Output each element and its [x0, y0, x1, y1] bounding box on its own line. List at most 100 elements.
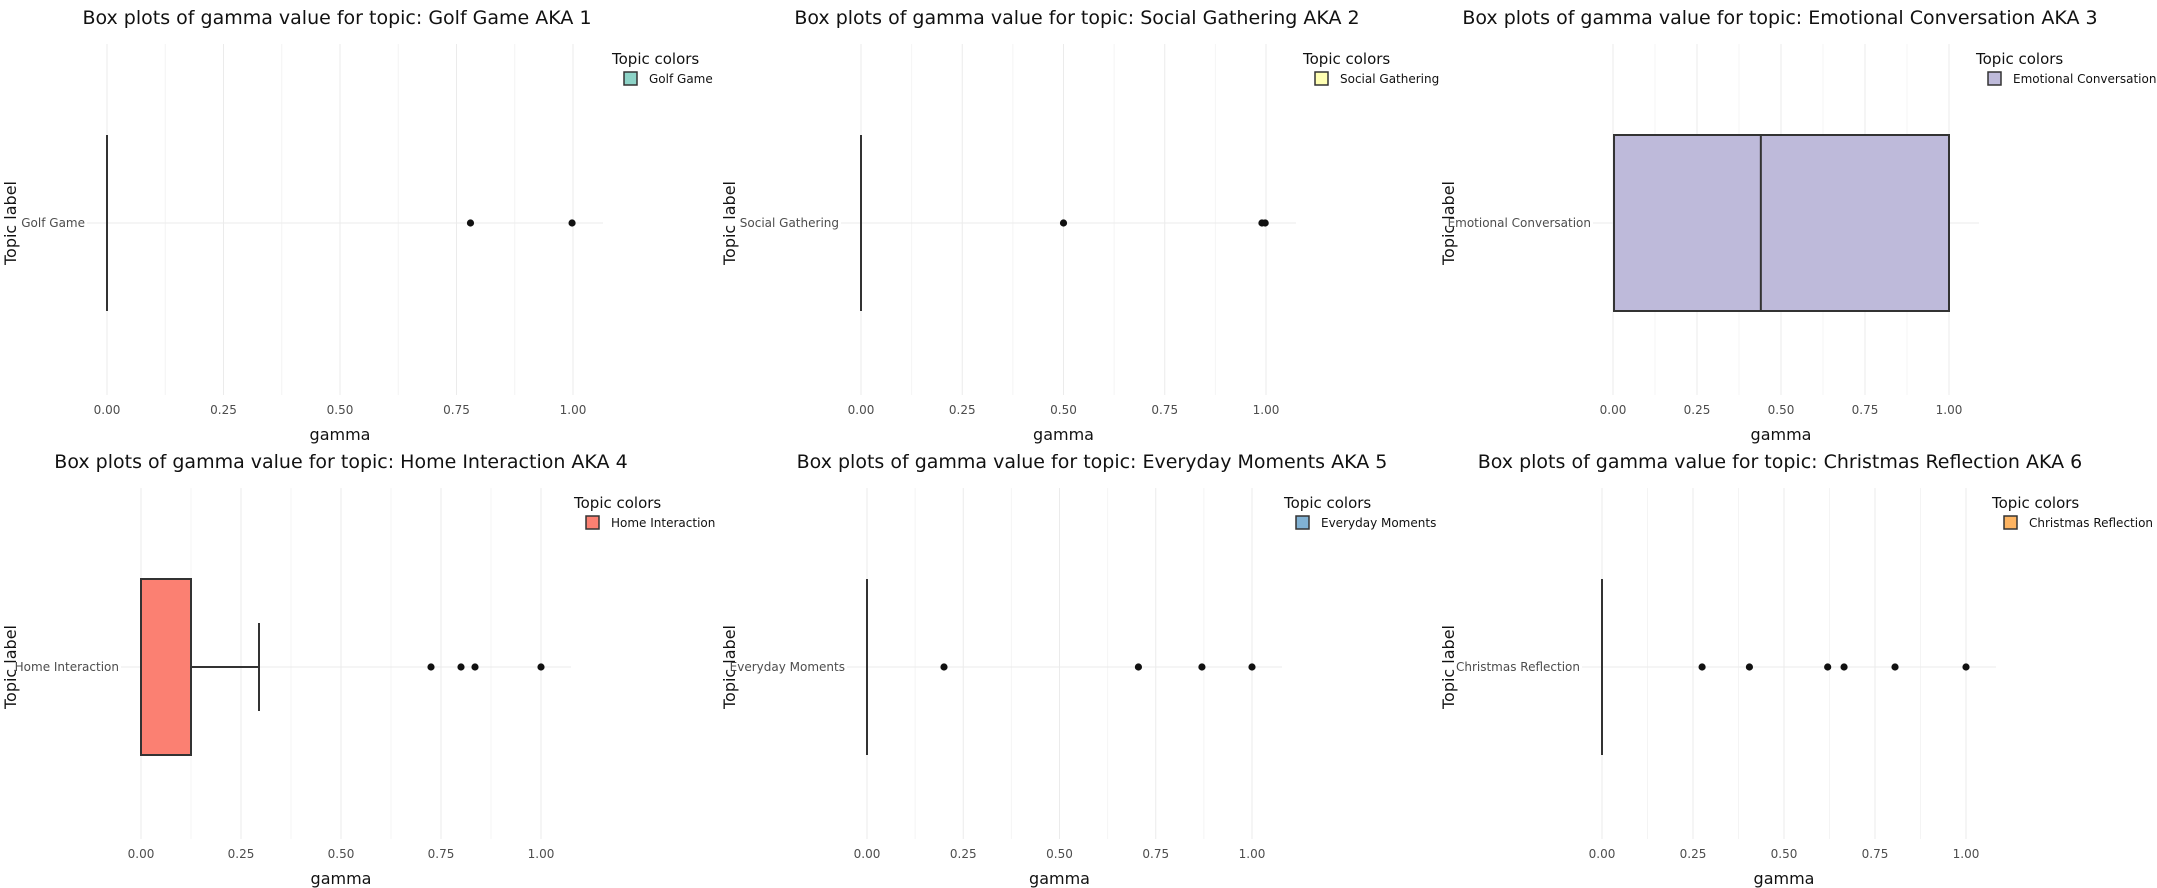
box-plot-panel: Box plots of gamma value for topic: Soci… — [719, 0, 1439, 444]
box-plot-panel: Box plots of gamma value for topic: Emot… — [1438, 0, 2157, 444]
x-axis-title: gamma — [1754, 869, 1815, 888]
chart-title: Box plots of gamma value for topic: Ever… — [797, 451, 1388, 473]
outlier-point — [471, 663, 479, 671]
y-axis-title: Topic label — [720, 625, 739, 710]
outlier-point — [1248, 663, 1256, 671]
outlier-point — [1824, 663, 1832, 671]
outlier-point — [537, 663, 545, 671]
x-tick-label: 0.75 — [1151, 403, 1178, 417]
x-axis-title: gamma — [310, 425, 371, 444]
x-tick-label: 0.00 — [94, 403, 121, 417]
x-tick-label: 0.25 — [228, 847, 255, 861]
outlier-point — [1261, 219, 1269, 227]
outlier-point — [940, 663, 948, 671]
chart-title: Box plots of gamma value for topic: Home… — [54, 451, 627, 473]
legend-title: Topic colors — [1302, 50, 1390, 68]
legend-label: Social Gathering — [1340, 72, 1439, 86]
x-tick-label: 1.00 — [560, 403, 587, 417]
x-tick-label: 0.75 — [428, 847, 455, 861]
y-axis-title: Topic label — [720, 181, 739, 266]
outlier-point — [1198, 663, 1206, 671]
legend-swatch — [1295, 515, 1310, 530]
y-axis-title: Topic label — [1439, 181, 1458, 266]
x-tick-label: 0.00 — [1600, 403, 1627, 417]
legend-swatch — [2003, 515, 2018, 530]
box-plot-svg: Box plots of gamma value for topic: Ever… — [720, 451, 1436, 888]
y-category-label: Social Gathering — [740, 216, 839, 230]
x-axis-title: gamma — [1029, 869, 1090, 888]
outlier-point — [457, 663, 465, 671]
x-tick-label: 0.00 — [854, 847, 881, 861]
chart-title: Box plots of gamma value for topic: Chri… — [1478, 451, 2083, 473]
y-axis-title: Topic label — [1, 625, 20, 710]
x-tick-label: 1.00 — [1253, 403, 1280, 417]
outlier-point — [466, 219, 475, 227]
outlier-point — [1059, 219, 1068, 227]
y-category-label: Golf Game — [21, 216, 85, 230]
box-plot-svg: Box plots of gamma value for topic: Chri… — [1439, 451, 2153, 888]
legend-swatch — [1314, 71, 1329, 86]
legend-label: Golf Game — [649, 72, 713, 86]
legend-swatch — [623, 71, 638, 86]
outlier-point — [1134, 663, 1143, 671]
x-tick-label: 0.75 — [1852, 403, 1879, 417]
outlier-point — [1840, 663, 1848, 671]
x-tick-label: 1.00 — [1953, 847, 1980, 861]
box-plot-panel: Box plots of gamma value for topic: Golf… — [0, 0, 719, 444]
chart-title: Box plots of gamma value for topic: Emot… — [1462, 7, 2097, 29]
legend-title: Topic colors — [573, 494, 661, 512]
legend-title: Topic colors — [1991, 494, 2079, 512]
box-rect — [1613, 134, 1950, 312]
box-plot-panel: Box plots of gamma value for topic: Ever… — [719, 444, 1438, 888]
x-tick-label: 0.25 — [1680, 847, 1707, 861]
legend-title: Topic colors — [611, 50, 699, 68]
x-tick-label: 0.25 — [210, 403, 237, 417]
legend-label: Emotional Conversation — [2013, 72, 2156, 86]
legend-label: Everyday Moments — [1321, 516, 1436, 530]
outlier-point — [427, 663, 435, 671]
y-category-label: Home Interaction — [15, 660, 119, 674]
legend-swatch — [585, 515, 600, 530]
legend-title: Topic colors — [1283, 494, 1371, 512]
x-tick-label: 0.50 — [328, 847, 355, 861]
x-tick-label: 0.75 — [443, 403, 470, 417]
chart-title: Box plots of gamma value for topic: Golf… — [82, 7, 591, 29]
legend-label: Christmas Reflection — [2029, 516, 2153, 530]
outlier-point — [1698, 663, 1706, 671]
x-tick-label: 0.25 — [1684, 403, 1711, 417]
box-plot-panel: Box plots of gamma value for topic: Chri… — [1438, 444, 2157, 888]
chart-title: Box plots of gamma value for topic: Soci… — [794, 7, 1359, 29]
y-axis-title: Topic label — [1, 181, 20, 266]
y-axis-title: Topic label — [1439, 625, 1458, 710]
x-axis-title: gamma — [1033, 425, 1094, 444]
x-tick-label: 0.50 — [1768, 403, 1795, 417]
outlier-point — [1962, 663, 1970, 671]
x-tick-label: 1.00 — [1936, 403, 1963, 417]
y-category-label: Everyday Moments — [730, 660, 845, 674]
outlier-point — [1745, 663, 1754, 671]
x-tick-label: 0.00 — [1589, 847, 1616, 861]
legend-label: Home Interaction — [611, 516, 715, 530]
box-plot-panel: Box plots of gamma value for topic: Home… — [0, 444, 719, 888]
box-plot-svg: Box plots of gamma value for topic: Soci… — [720, 7, 1439, 444]
legend-swatch — [1987, 71, 2002, 86]
outlier-point — [1891, 663, 1899, 671]
x-tick-label: 0.25 — [949, 403, 976, 417]
x-tick-label: 0.25 — [950, 847, 977, 861]
box-plot-svg: Box plots of gamma value for topic: Emot… — [1439, 7, 2156, 444]
y-category-label: Emotional Conversation — [1448, 216, 1591, 230]
x-tick-label: 0.00 — [128, 847, 155, 861]
x-tick-label: 0.75 — [1142, 847, 1169, 861]
box-plot-svg: Box plots of gamma value for topic: Home… — [1, 451, 715, 888]
x-tick-label: 0.50 — [327, 403, 354, 417]
x-axis-title: gamma — [311, 869, 372, 888]
x-tick-label: 0.50 — [1046, 847, 1073, 861]
x-axis-title: gamma — [1751, 425, 1812, 444]
box-rect — [140, 578, 192, 756]
box-plot-svg: Box plots of gamma value for topic: Golf… — [1, 7, 713, 444]
x-tick-label: 0.75 — [1862, 847, 1889, 861]
x-tick-label: 0.00 — [848, 403, 875, 417]
x-tick-label: 1.00 — [528, 847, 555, 861]
y-category-label: Christmas Reflection — [1456, 660, 1580, 674]
x-tick-label: 1.00 — [1239, 847, 1266, 861]
